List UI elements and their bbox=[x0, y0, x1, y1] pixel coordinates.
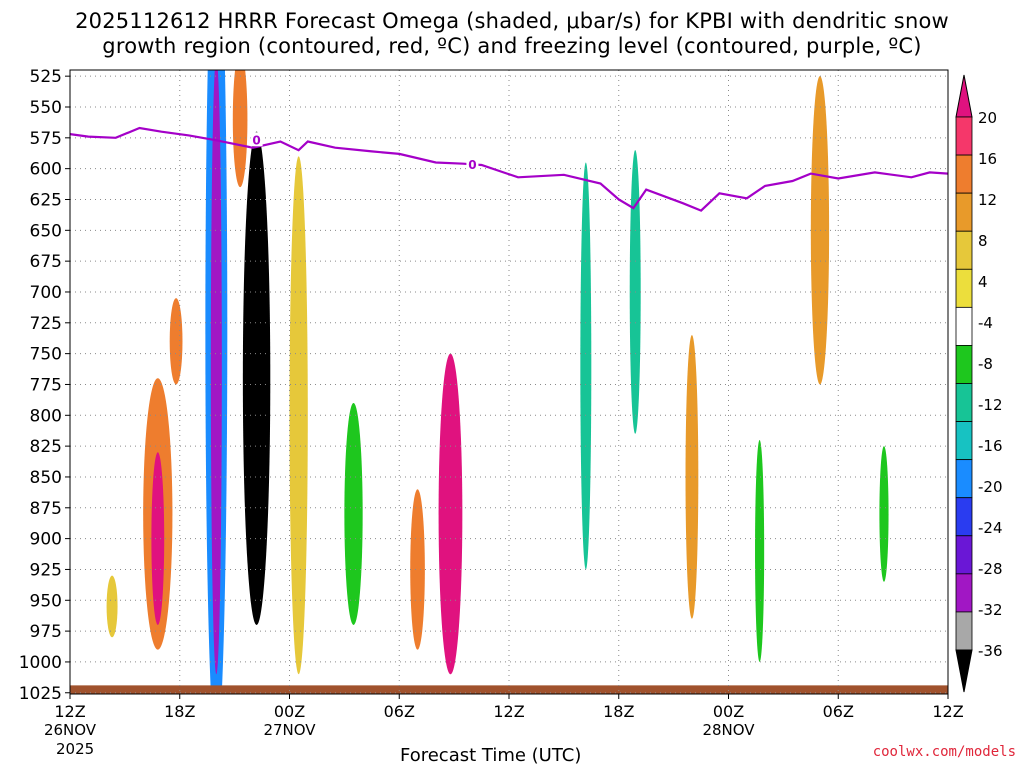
omega-feature-8 bbox=[289, 156, 308, 675]
colorbar-band bbox=[955, 535, 973, 575]
x-tick-date: 27NOV bbox=[263, 721, 316, 739]
omega-feature-9 bbox=[344, 402, 363, 625]
colorbar-label: 16 bbox=[978, 150, 997, 168]
y-tick-label: 925 bbox=[30, 560, 62, 580]
omega-feature-7 bbox=[232, 70, 248, 188]
site-credit: coolwx.com/models bbox=[872, 744, 1016, 760]
colorbar-band bbox=[955, 192, 973, 232]
y-tick-label: 825 bbox=[30, 437, 62, 457]
colorbar-label: -20 bbox=[978, 478, 1003, 496]
omega-shading bbox=[70, 70, 948, 694]
y-tick-label: 875 bbox=[30, 499, 62, 519]
freezing-level-contour: 00 bbox=[70, 126, 948, 212]
x-tick-label: 00Z bbox=[713, 702, 744, 721]
omega-feature-11 bbox=[438, 353, 463, 675]
y-tick-label: 900 bbox=[30, 530, 62, 550]
x-tick-date: 28NOV bbox=[702, 721, 755, 739]
colorbar-label: 20 bbox=[978, 109, 997, 127]
omega-feature-2 bbox=[169, 298, 183, 385]
y-tick-label: 750 bbox=[30, 345, 62, 365]
freezing-label: 0 bbox=[252, 133, 260, 147]
colorbar-label: 8 bbox=[978, 232, 988, 250]
omega-feature-3 bbox=[106, 575, 118, 638]
colorbar-band bbox=[955, 345, 973, 384]
omega-feature-10 bbox=[410, 489, 425, 650]
omega-feature-15 bbox=[755, 439, 765, 662]
x-tick-label: 06Z bbox=[823, 702, 854, 721]
colorbar-bottom-arrow bbox=[955, 649, 973, 693]
x-tick-label: 12Z bbox=[493, 702, 524, 721]
y-tick-label: 550 bbox=[30, 98, 62, 118]
omega-feature-6 bbox=[242, 131, 271, 625]
omega-feature-1 bbox=[151, 452, 165, 625]
colorbar-label: 4 bbox=[978, 273, 988, 291]
chart-title-line-2: growth region (contoured, red, ºC) and f… bbox=[102, 34, 922, 58]
x-axis-title: Forecast Time (UTC) bbox=[400, 745, 582, 766]
colorbar-label: -28 bbox=[978, 560, 1003, 578]
colorbar-label: -8 bbox=[978, 355, 993, 373]
y-tick-label: 950 bbox=[30, 591, 62, 611]
x-tick-label: 12Z bbox=[54, 702, 85, 721]
y-tick-label: 600 bbox=[30, 160, 62, 180]
y-tick-label: 625 bbox=[30, 190, 62, 210]
colorbar-band bbox=[955, 268, 973, 308]
omega-feature-17 bbox=[879, 446, 889, 582]
y-tick-label: 1025 bbox=[19, 684, 62, 704]
x-tick-year: 2025 bbox=[56, 740, 94, 758]
x-tick-label: 06Z bbox=[384, 702, 415, 721]
colorbar: 20 16 12 8 4 -4 -8 -12 -16 -20 -24 -28 -32 -36 bbox=[955, 74, 1003, 693]
colorbar-band bbox=[955, 230, 973, 270]
freezing-label: 0 bbox=[468, 158, 476, 172]
colorbar-band bbox=[955, 459, 973, 499]
x-tick-label: 18Z bbox=[603, 702, 634, 721]
y-tick-label: 775 bbox=[30, 375, 62, 395]
y-tick-label: 975 bbox=[30, 622, 62, 642]
freezing-label-bg bbox=[466, 156, 479, 171]
x-tick-label: 12Z bbox=[932, 702, 963, 721]
freezing-level-line bbox=[70, 126, 948, 212]
y-tick-label: 675 bbox=[30, 252, 62, 272]
y-tick-label: 575 bbox=[30, 129, 62, 149]
colorbar-band bbox=[955, 497, 973, 537]
y-tick-label: 850 bbox=[30, 468, 62, 488]
y-tick-label: 1000 bbox=[19, 653, 62, 673]
y-tick-label: 525 bbox=[30, 67, 62, 87]
colorbar-label: -36 bbox=[978, 642, 1003, 660]
ground-strip bbox=[70, 685, 948, 694]
omega-feature-14 bbox=[685, 335, 699, 619]
colorbar-label: -16 bbox=[978, 437, 1003, 455]
colorbar-band bbox=[955, 306, 973, 346]
axes: 525 550 575 600 625 650 675 700 725 750 775 800 825 8… bbox=[19, 67, 964, 758]
colorbar-label: -4 bbox=[978, 314, 993, 332]
colorbar-band bbox=[955, 383, 973, 422]
freezing-label-bg bbox=[250, 132, 263, 147]
colorbar-band bbox=[955, 421, 973, 461]
colorbar-band bbox=[955, 573, 973, 613]
colorbar-band bbox=[955, 116, 973, 156]
omega-feature-16 bbox=[810, 76, 830, 385]
y-tick-label: 700 bbox=[30, 283, 62, 303]
colorbar-band bbox=[955, 154, 973, 194]
colorbar-label: -12 bbox=[978, 396, 1003, 414]
colorbar-label: -32 bbox=[978, 601, 1003, 619]
x-tick-label: 18Z bbox=[164, 702, 195, 721]
colorbar-label: -24 bbox=[978, 519, 1003, 537]
y-tick-label: 800 bbox=[30, 406, 62, 426]
y-tick-label: 725 bbox=[30, 314, 62, 334]
colorbar-label: 12 bbox=[978, 191, 997, 209]
omega-feature-5 bbox=[210, 70, 222, 675]
omega-feature-12 bbox=[580, 162, 592, 570]
colorbar-top-arrow bbox=[955, 74, 973, 118]
x-tick-label: 00Z bbox=[274, 702, 305, 721]
colorbar-band bbox=[955, 611, 973, 651]
x-tick-date: 26NOV bbox=[44, 721, 97, 739]
y-tick-label: 650 bbox=[30, 221, 62, 241]
chart-title-line-1: 2025112612 HRRR Forecast Omega (shaded, … bbox=[75, 9, 949, 33]
